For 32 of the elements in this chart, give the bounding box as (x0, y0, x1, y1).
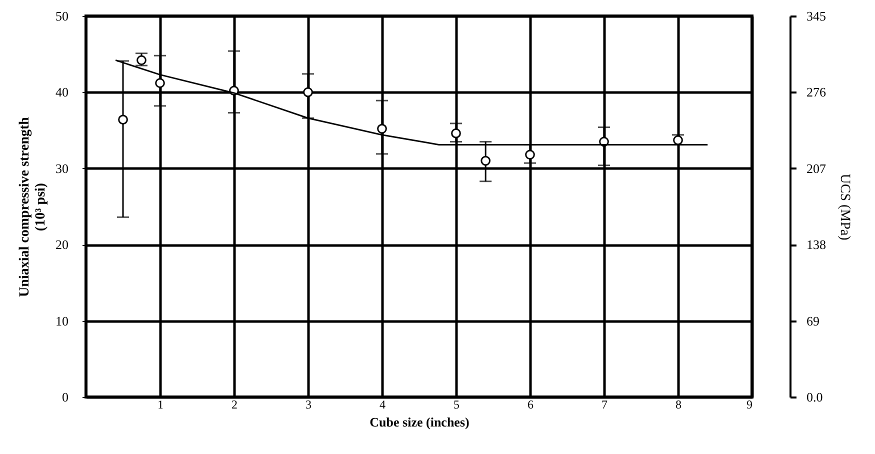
point (155, 78, 165, 88)
y2-tick-label: 138 (806, 237, 826, 252)
point (525, 150, 535, 160)
y-tick-label: 40 (56, 84, 68, 100)
y-tick-label: 50 (56, 8, 68, 24)
x-axis-title: Cube size (inches) (370, 414, 470, 430)
x-tick-label: 1 (158, 398, 164, 412)
x-tick-label: 7 (602, 398, 608, 412)
y2-tick-label: 345 (806, 8, 826, 24)
y-tick-label: 20 (56, 237, 68, 252)
y2-tick-label: 276 (806, 84, 826, 100)
y-tick-label: 30 (56, 160, 68, 176)
point (136, 55, 146, 66)
x-tick-label: 8 (676, 398, 682, 412)
point (118, 114, 128, 125)
x-tick-label: 6 (528, 398, 534, 412)
y-tick-label: 0 (62, 390, 68, 404)
y-axis-title: Uniaxial compressive strength (10³ psi) (18, 116, 48, 297)
point (377, 124, 387, 134)
point (480, 156, 491, 166)
x-tick-label: 9 (746, 398, 752, 412)
x-tick-label: 2 (232, 398, 238, 412)
y2-tick-label: 0.0 (806, 390, 823, 404)
x-tick-label: 4 (380, 398, 386, 412)
point (303, 87, 313, 98)
point (451, 128, 461, 138)
y2-tick-label: 69 (806, 313, 820, 328)
x-tick-label: 3 (306, 398, 312, 412)
y2-tick-label: 207 (806, 160, 826, 176)
y-tick-label: 10 (56, 313, 68, 328)
y2-axis-title: UCS (MPa) (837, 174, 852, 241)
x-tick-label: 5 (454, 398, 460, 412)
